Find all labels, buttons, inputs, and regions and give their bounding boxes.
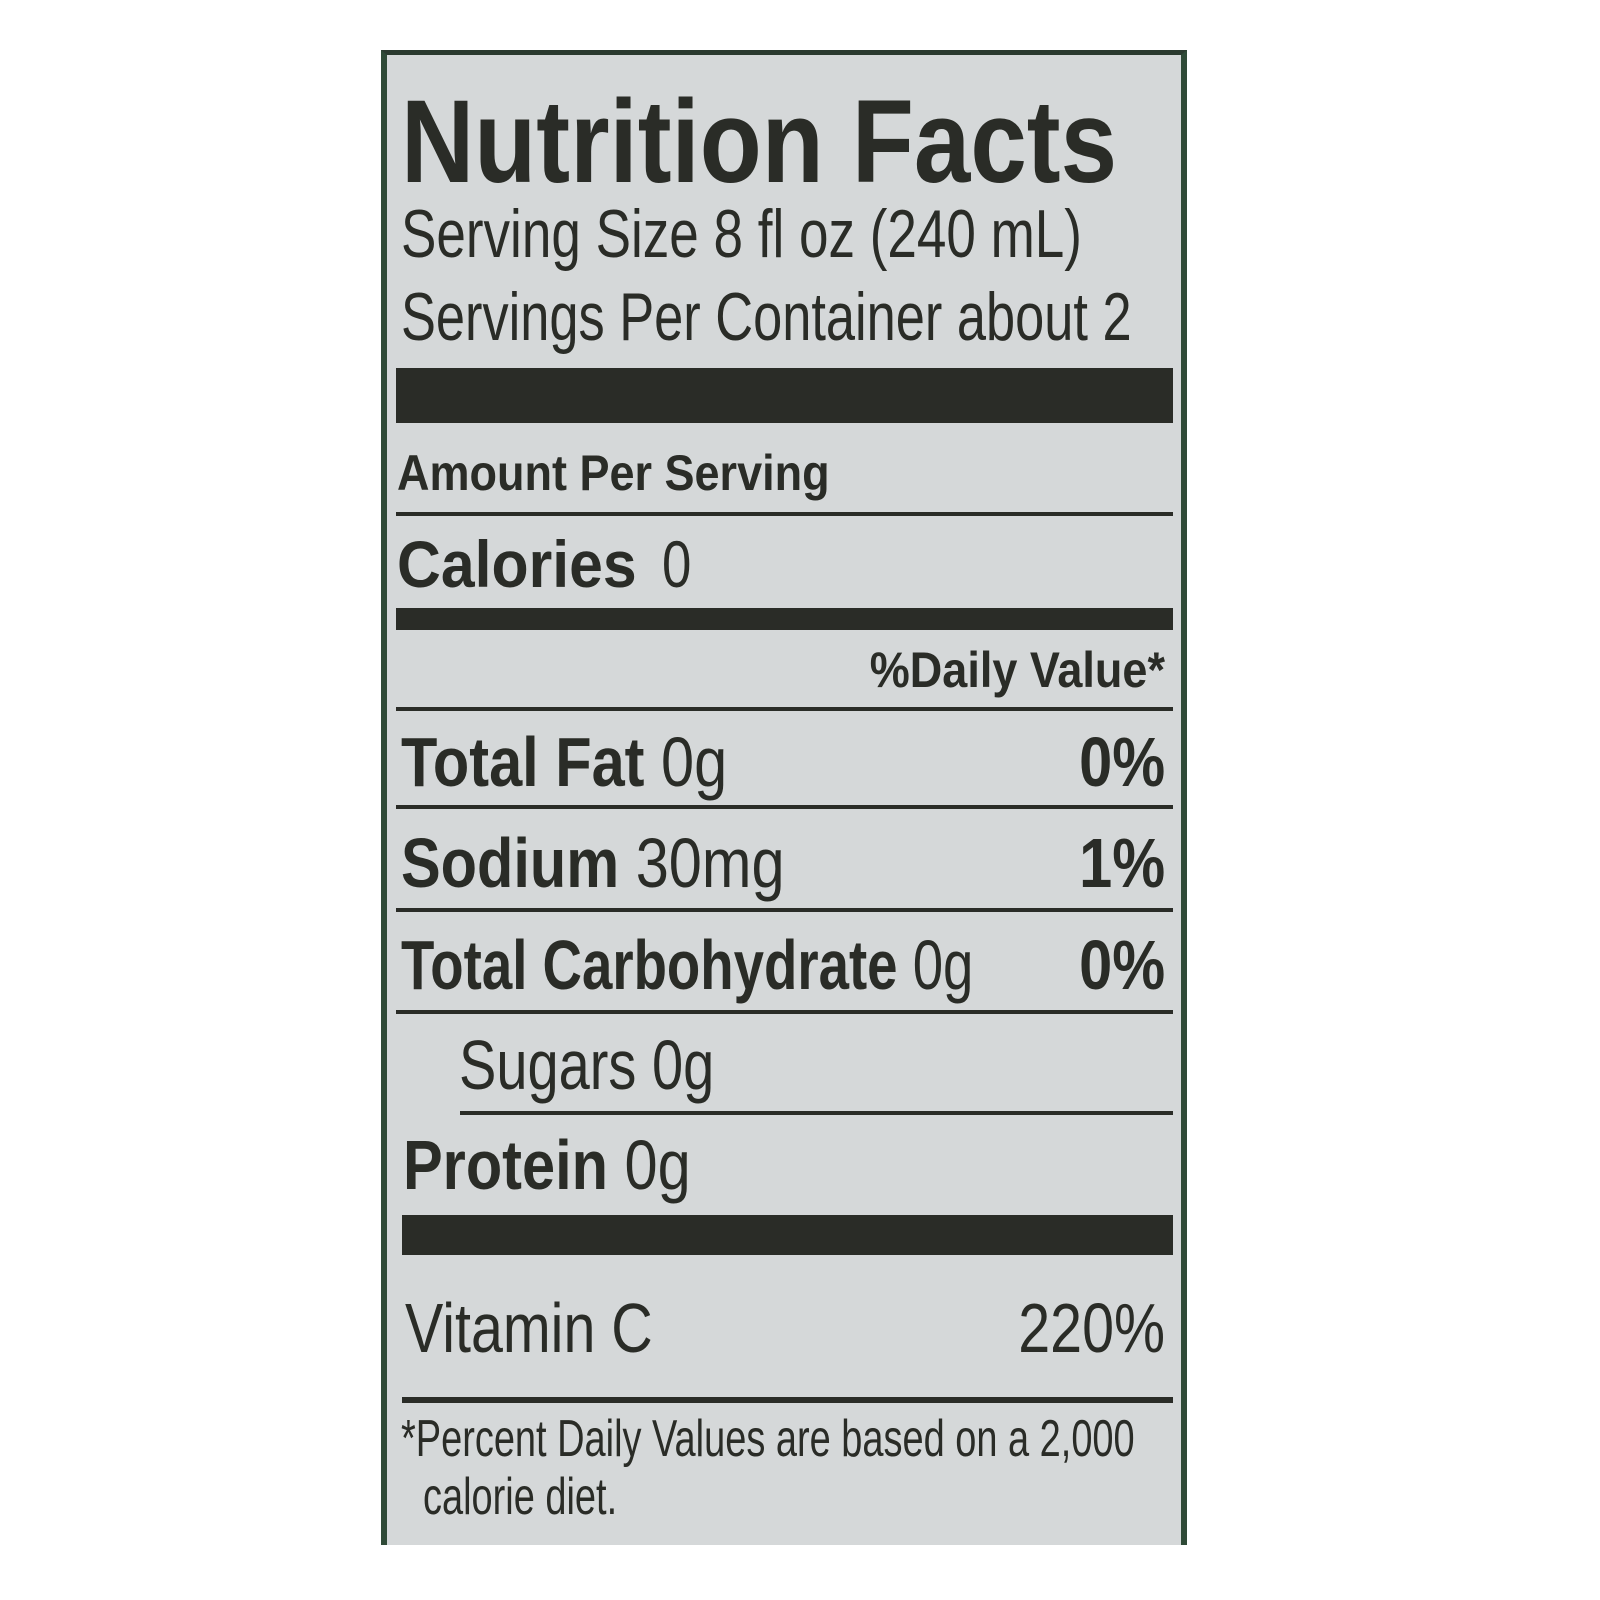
amount-per-serving: Amount Per Serving [397, 445, 830, 501]
divider [402, 1397, 1173, 1403]
nutrient-amount: 0g [652, 1026, 715, 1104]
nutrient-row-sodium: Sodium 30mg [401, 828, 785, 898]
label-title: Nutrition Facts [401, 76, 1118, 208]
footnote-line-2: calorie diet. [423, 1468, 618, 1526]
calories-row: Calories 0 [397, 531, 699, 597]
divider [460, 1111, 1173, 1115]
nutrient-dv: 0% [1079, 723, 1165, 801]
nutrient-amount: 0g [624, 1126, 691, 1204]
thick-divider [402, 1215, 1173, 1255]
serving-size: Serving Size 8 fl oz (240 mL) [401, 196, 1082, 272]
nutrition-facts-label: Nutrition Facts Serving Size 8 fl oz (24… [381, 50, 1187, 1545]
vitamin-name: Vitamin C [405, 1289, 653, 1367]
divider [396, 805, 1173, 809]
nutrient-amount: 0g [912, 926, 974, 1004]
servings-per-container: Servings Per Container about 2 [401, 279, 1132, 355]
nutrient-dv: 0% [1079, 926, 1165, 1004]
nutrient-row-protein: Protein 0g [403, 1130, 691, 1200]
nutrient-name: Total Carbohydrate [401, 926, 898, 1004]
calories-value: 0 [661, 527, 692, 601]
calories-label: Calories [397, 527, 637, 601]
nutrient-amount: 30mg [635, 824, 785, 902]
nutrient-row-sugars: Sugars 0g [459, 1030, 714, 1100]
divider [396, 707, 1173, 711]
nutrient-name: Total Fat [401, 723, 645, 801]
footnote-line-1: *Percent Daily Values are based on a 2,0… [401, 1410, 1135, 1468]
nutrient-row-total-carbohydrate: Total Carbohydrate 0g [401, 930, 973, 1000]
nutrient-name: Sodium [401, 824, 620, 902]
nutrient-name: Sugars [459, 1026, 637, 1104]
nutrient-dv: 1% [1079, 824, 1165, 902]
medium-divider [396, 608, 1173, 630]
divider [396, 1010, 1173, 1014]
daily-value-header: %Daily Value* [869, 642, 1165, 698]
divider [396, 908, 1173, 912]
nutrient-amount: 0g [661, 723, 728, 801]
thick-divider [396, 368, 1173, 423]
nutrient-name: Protein [403, 1126, 608, 1204]
nutrient-row-total-fat: Total Fat 0g [401, 727, 727, 797]
divider [396, 512, 1173, 516]
vitamin-dv: 220% [1018, 1289, 1165, 1367]
